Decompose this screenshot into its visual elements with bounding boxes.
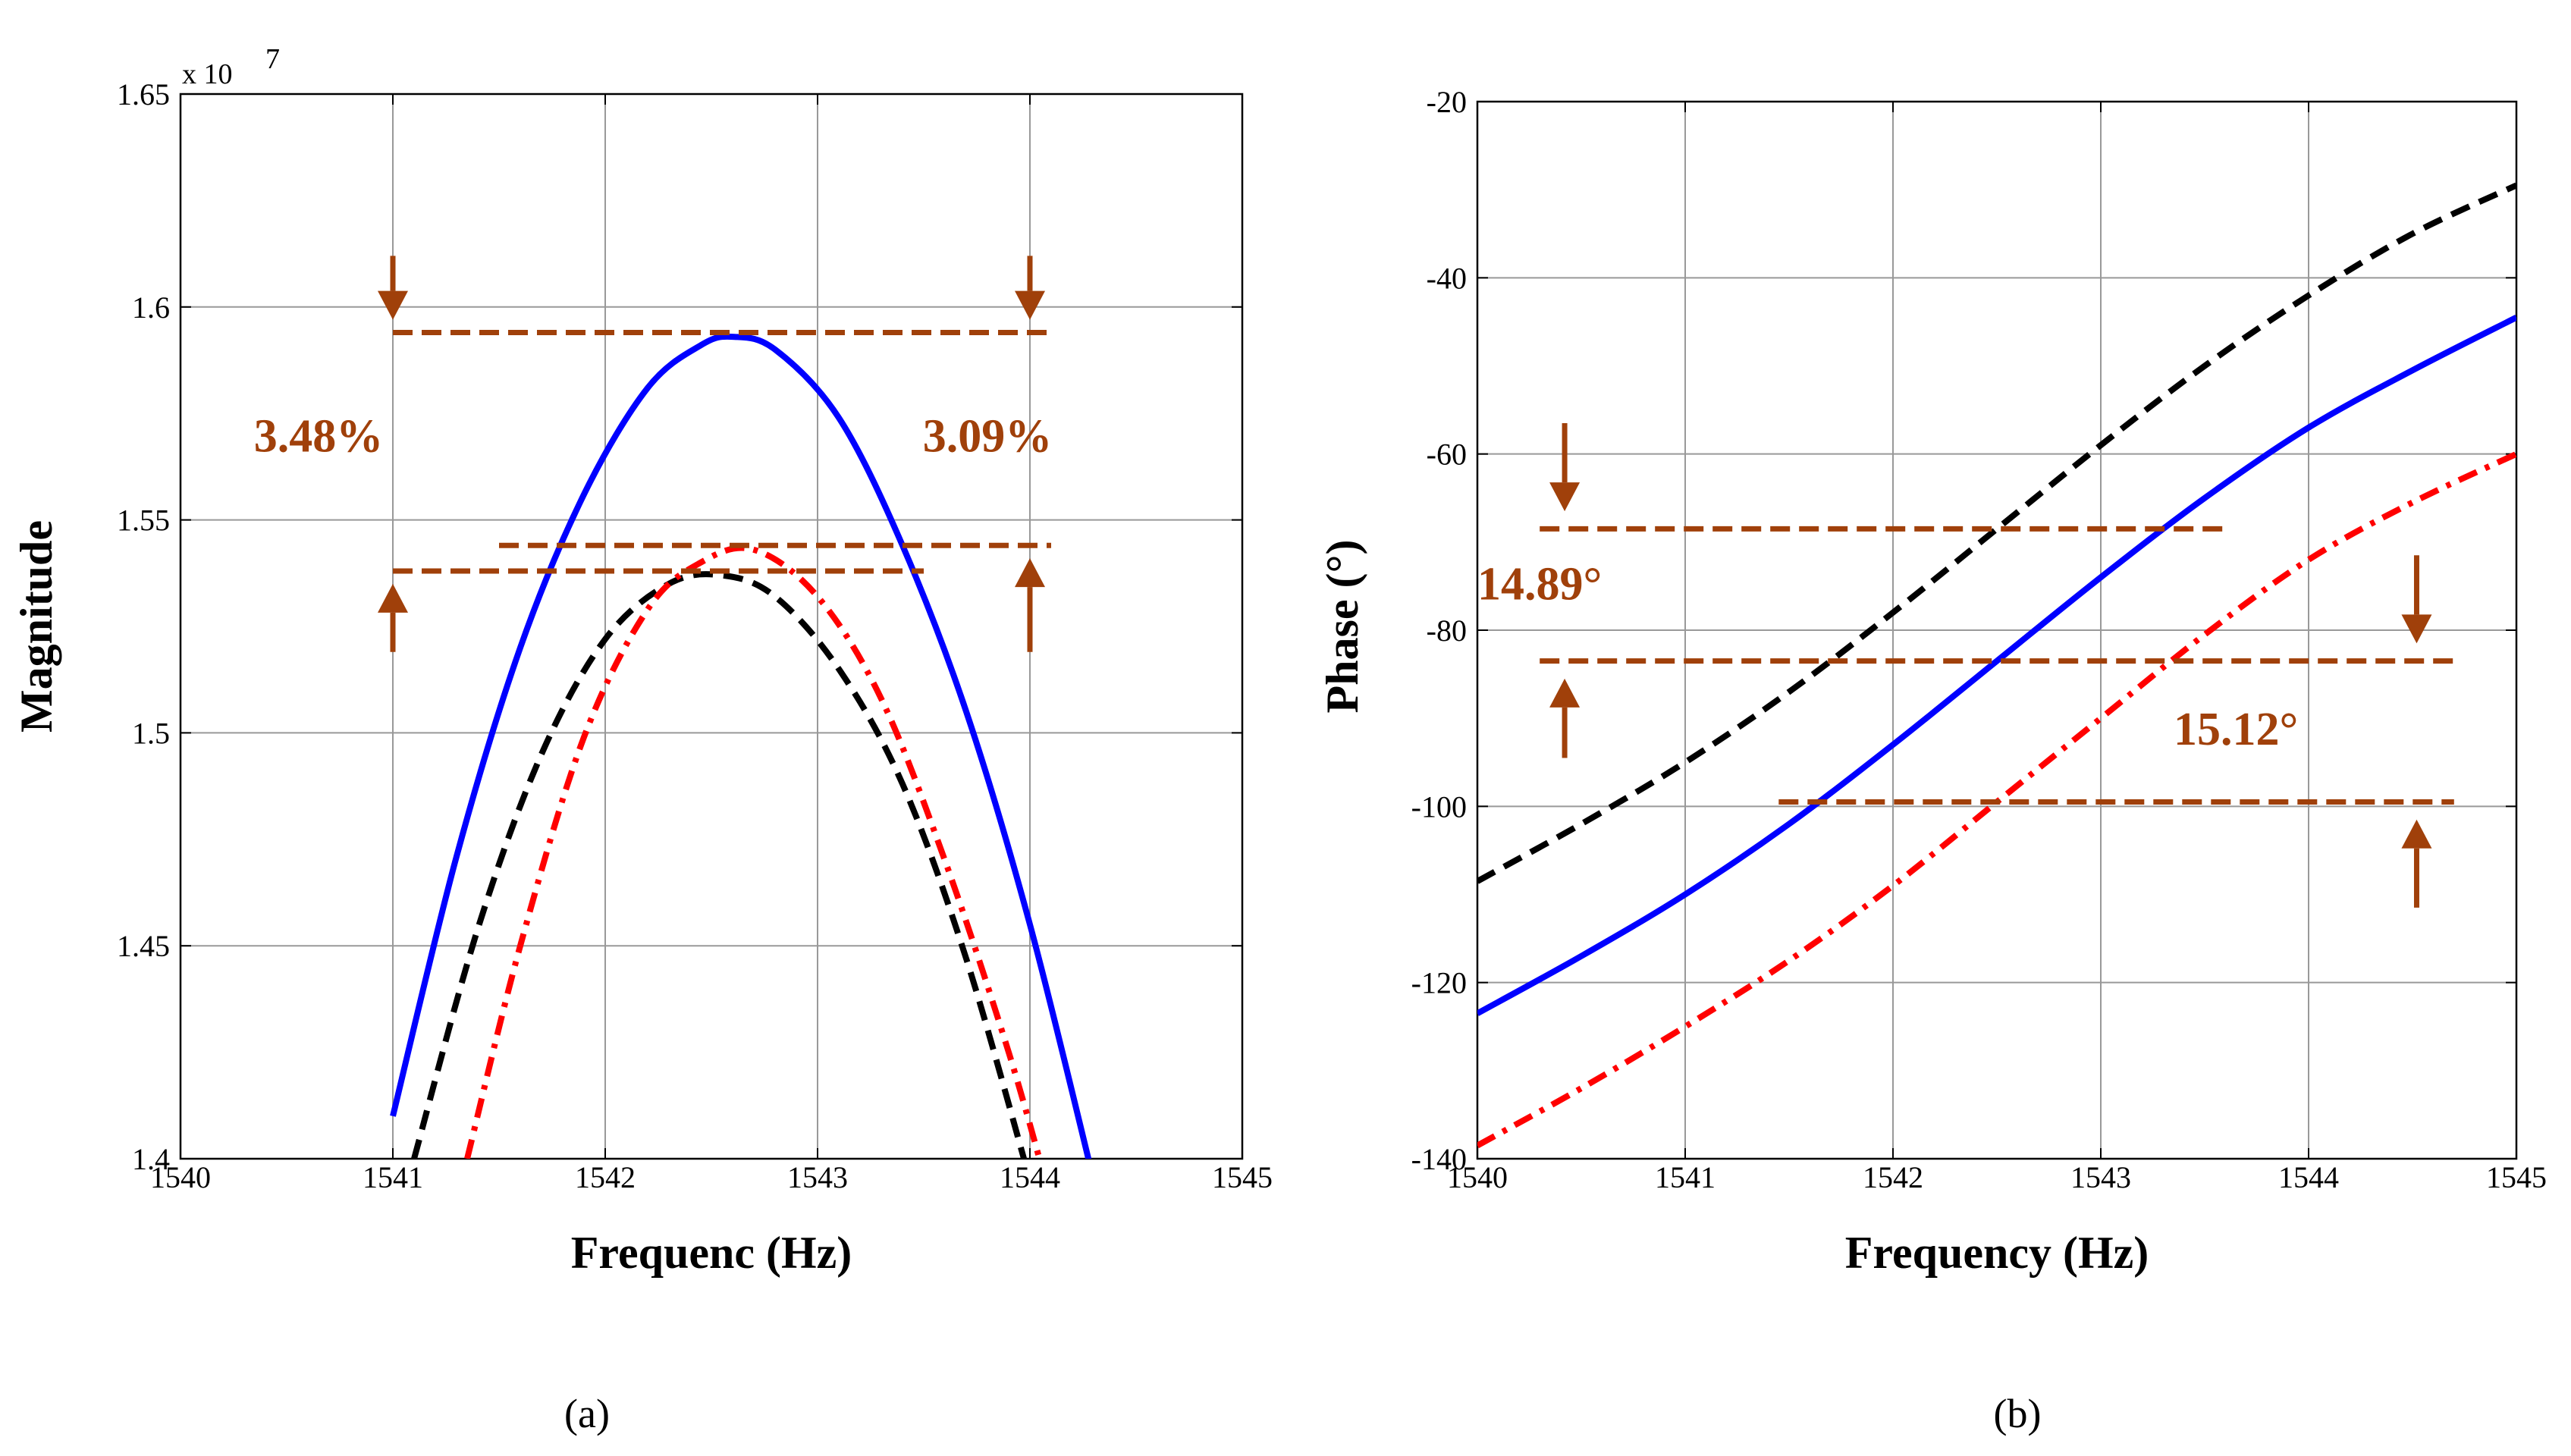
x-tick-label: 1544	[1000, 1160, 1060, 1194]
y-tick-label: -20	[1427, 85, 1467, 119]
x-tick-label: 1542	[1863, 1160, 1923, 1194]
plot-area	[1477, 182, 2516, 1149]
y-tick-label: -140	[1411, 1142, 1467, 1176]
series-line-dashed	[411, 571, 1028, 1159]
annotation-label: 3.09%	[923, 411, 1053, 463]
arrow-head	[1549, 482, 1581, 512]
x-axis-label: Frequenc (Hz)	[571, 1228, 852, 1278]
y-tick-label: 1.65	[117, 77, 170, 111]
series-line-dashed	[1477, 182, 2516, 884]
y-exponent-power: 7	[265, 43, 280, 75]
arrow-head	[2401, 819, 2432, 849]
series-line-solid	[1477, 315, 2516, 1016]
x-tick-label: 1540	[150, 1160, 211, 1194]
chart-phase: 1540 1541 1542 1543 1544 1545 -140 -120 -100 -80 -…	[1317, 85, 2547, 1436]
y-tick-label: 1.4	[132, 1142, 170, 1176]
x-tick-label: 1541	[1655, 1160, 1716, 1194]
x-tick-label: 1545	[2486, 1160, 2547, 1194]
x-tick-label: 1540	[1447, 1160, 1508, 1194]
annotation-label: 3.48%	[254, 411, 384, 463]
annotation-label: 14.89°	[1477, 558, 1602, 610]
y-tick-label: 1.6	[132, 290, 170, 325]
y-tick-label: 1.55	[117, 504, 170, 538]
plot-area	[390, 333, 1092, 1159]
series-line-dashdot	[464, 544, 1043, 1159]
arrow-head	[378, 290, 408, 320]
y-tick-label: -80	[1427, 613, 1467, 648]
x-tick-label: 1544	[2278, 1160, 2339, 1194]
series-line-solid	[390, 333, 1092, 1159]
x-tick-label: 1545	[1212, 1160, 1273, 1194]
x-tick-label: 1541	[363, 1160, 423, 1194]
y-tick-label: -60	[1427, 438, 1467, 472]
x-tick-label: 1543	[787, 1160, 848, 1194]
y-exponent-label: x 10	[182, 58, 233, 90]
arrow-head	[1549, 678, 1581, 708]
y-axis-label: Phase (°)	[1317, 540, 1367, 714]
y-tick-label: 1.5	[132, 716, 170, 750]
x-tick-label: 1543	[2070, 1160, 2131, 1194]
x-tick-label: 1542	[575, 1160, 636, 1194]
arrow-head	[2401, 614, 2432, 644]
plot-frame	[179, 93, 1244, 1160]
chart-magnitude: 1540 1541 1542 1543 1544 1545 1.4 1.45 1.5 1.55 1.…	[11, 43, 1273, 1436]
y-tick-label: 1.45	[117, 929, 170, 963]
figure-caption: (b)	[1994, 1391, 2042, 1436]
arrow-head	[1015, 290, 1045, 320]
annotation-label: 15.12°	[2174, 704, 2298, 755]
y-tick-label: -120	[1411, 966, 1467, 1000]
x-axis-label: Frequency (Hz)	[1845, 1228, 2149, 1278]
arrow-head	[378, 583, 408, 613]
y-tick-label: -100	[1411, 789, 1467, 824]
figure-caption: (a)	[564, 1391, 610, 1436]
arrow-head	[1015, 558, 1045, 588]
y-tick-label: -40	[1427, 261, 1467, 295]
y-axis-label: Magnitude	[11, 520, 61, 733]
